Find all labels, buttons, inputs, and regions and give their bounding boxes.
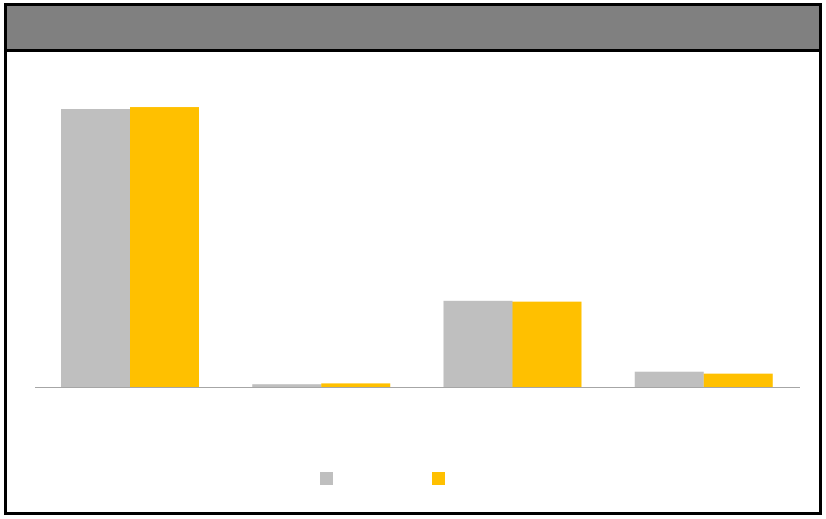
bar-series2-cat1 <box>130 107 199 387</box>
bar-series1-cat2 <box>252 384 322 387</box>
bar-series2-cat3 <box>512 301 582 387</box>
bar-series1-cat3 <box>443 300 513 387</box>
bar-series2-cat4 <box>703 373 773 387</box>
legend-swatch-series1 <box>320 472 333 485</box>
chart-header-bar <box>7 6 819 52</box>
bar-series1-cat1 <box>61 109 130 387</box>
bar-series1-cat4 <box>634 371 704 387</box>
bar-series2-cat2 <box>321 383 391 387</box>
legend-swatch-series2 <box>432 472 445 485</box>
